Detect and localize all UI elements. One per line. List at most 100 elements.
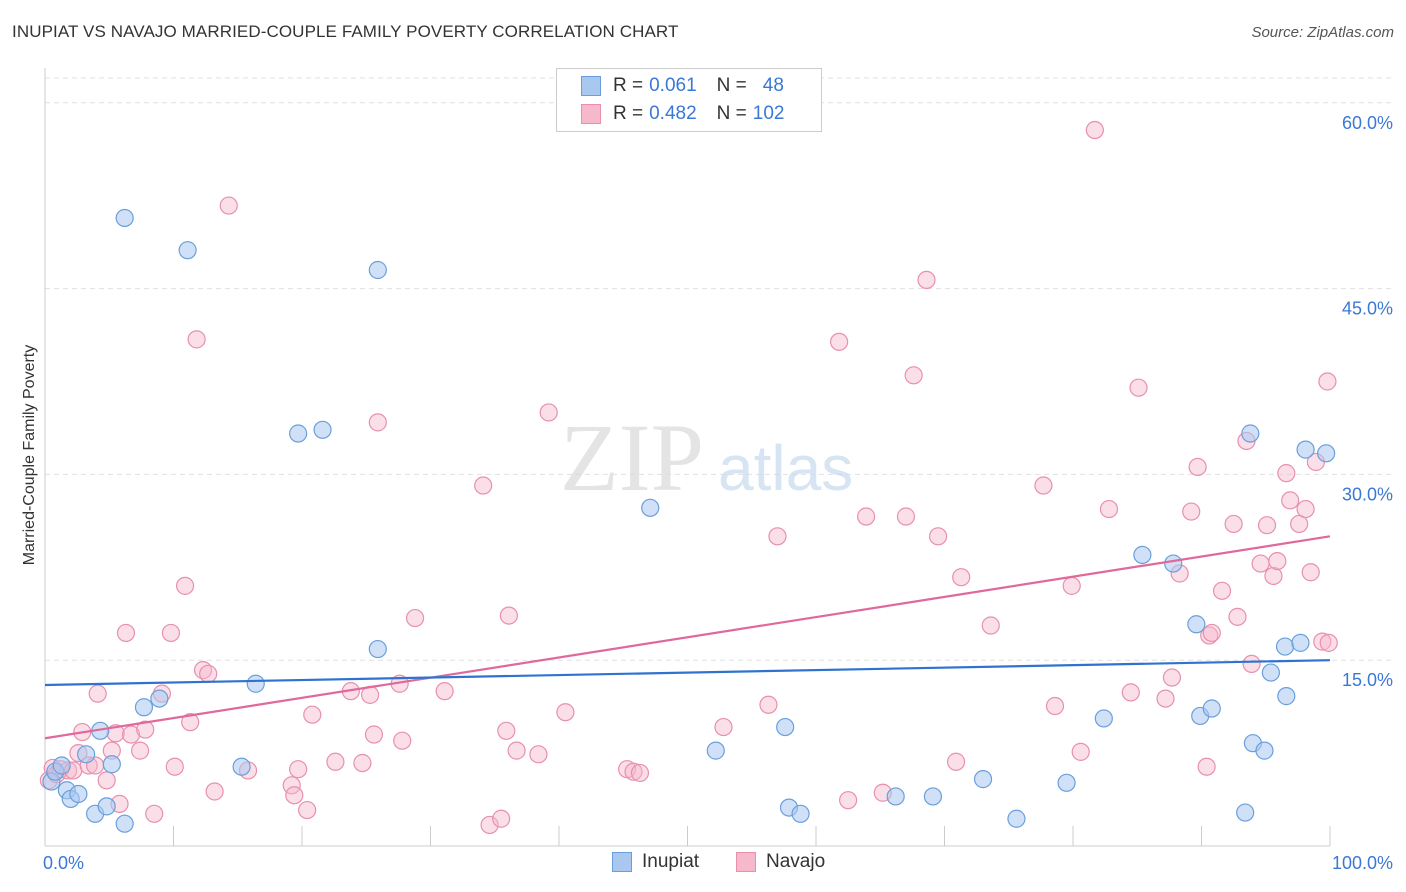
navajo-point — [759, 695, 778, 714]
navajo-point — [1129, 378, 1148, 397]
watermark: ZIP atlas — [560, 404, 853, 511]
navajo-point — [187, 330, 206, 349]
navajo-point — [136, 720, 155, 739]
navajo-point — [368, 413, 387, 432]
navajo-point — [1121, 683, 1140, 702]
navajo-point — [1085, 120, 1104, 140]
navajo-point — [165, 757, 184, 776]
inupiat-point — [115, 208, 134, 228]
navajo-point — [1212, 581, 1232, 600]
inupiat-point — [1296, 440, 1315, 459]
inupiat-point — [1202, 699, 1221, 718]
trend-lines — [44, 535, 1331, 740]
navajo-point — [353, 753, 372, 773]
inupiat-point — [102, 755, 121, 774]
navajo-point — [1264, 566, 1283, 586]
y-tick-label: 15.0% — [1342, 670, 1393, 690]
inupiat-point — [641, 498, 660, 517]
navajo-point — [1296, 499, 1315, 519]
y-tick-label: 30.0% — [1342, 484, 1393, 504]
navajo-point — [1200, 626, 1219, 645]
inupiat-point — [791, 804, 810, 823]
inupiat-point — [1255, 741, 1274, 760]
navajo-point — [435, 682, 454, 701]
legend-row-inupiat: R = 0.061 N = 48 — [581, 74, 784, 98]
navajo-point — [904, 366, 923, 385]
gridlines — [45, 77, 1392, 661]
legend-item-navajo[interactable]: Navajo — [736, 851, 825, 873]
legend-n-value: 102 — [752, 103, 785, 124]
navajo-point — [285, 786, 304, 805]
inupiat-point — [886, 787, 905, 806]
navajo-trend-line — [44, 535, 1331, 740]
x-tick-label: 0.0% — [43, 853, 84, 873]
navajo-point — [1062, 576, 1081, 595]
navajo-point — [88, 684, 107, 703]
inupiat-point — [97, 797, 116, 816]
navajo-point — [130, 741, 150, 760]
navajo-point — [1162, 668, 1182, 687]
navajo-point — [161, 623, 181, 643]
tick-labels: 15.0% 30.0% 45.0% 60.0% 0.0% 100.0% — [43, 113, 1393, 873]
inupiat-point — [1187, 615, 1206, 634]
legend-row-navajo: R = 0.482 N = 102 — [581, 102, 784, 126]
navajo-point — [624, 762, 643, 781]
inupiat-point — [973, 770, 993, 789]
navajo-point — [97, 771, 116, 790]
navajo-point — [1197, 757, 1216, 776]
inupiat-point — [368, 639, 387, 659]
inupiat-point — [1164, 554, 1183, 573]
navajo-point — [326, 752, 345, 771]
navajo-point — [1281, 491, 1300, 510]
inupiat-point — [178, 241, 197, 260]
inupiat-point — [232, 757, 251, 776]
inupiat-point — [77, 745, 96, 764]
navajo-point — [507, 741, 526, 760]
navajo-point — [199, 664, 218, 683]
legend-label-inupiat: Inupiat — [642, 851, 700, 872]
navajo-point — [205, 782, 224, 801]
navajo-point — [714, 717, 733, 737]
inupiat-point — [368, 260, 387, 280]
x-tick-label: 100.0% — [1332, 853, 1393, 873]
inupiat-trend-line — [44, 659, 1331, 687]
inupiat-point — [1133, 545, 1152, 565]
legend-swatch-inupiat — [612, 852, 632, 872]
watermark-zip: ZIP — [560, 404, 704, 511]
navajo-point — [145, 804, 164, 823]
navajo-point — [917, 270, 936, 290]
navajo-point — [181, 713, 200, 732]
legend-n-label: N = — [716, 75, 747, 96]
legend-r-label: R = — [613, 103, 644, 124]
navajo-point — [499, 606, 518, 625]
chart-title: INUPIAT VS NAVAJO MARRIED-COUPLE FAMILY … — [12, 22, 679, 41]
inupiat-point — [246, 674, 265, 693]
inupiat-point — [1241, 424, 1260, 443]
navajo-point — [405, 608, 425, 628]
navajo-point — [175, 576, 195, 595]
series-legend: Inupiat Navajo — [0, 851, 1406, 877]
navajo-point — [1313, 632, 1332, 651]
legend-item-inupiat[interactable]: Inupiat — [612, 851, 699, 873]
navajo-point — [981, 616, 1000, 635]
legend-r-value: 0.061 — [649, 75, 697, 96]
navajo-point — [768, 527, 787, 546]
navajo-point — [1301, 563, 1320, 582]
navajo-point — [1277, 464, 1296, 483]
navajo-point — [896, 507, 916, 526]
navajo-point — [928, 527, 948, 546]
navajo-point — [480, 815, 499, 835]
navajo-point — [1251, 554, 1270, 573]
y-tick-label: 60.0% — [1342, 113, 1393, 133]
axes — [44, 68, 1331, 847]
legend-r-label: R = — [613, 75, 644, 96]
inupiat-point — [923, 787, 943, 806]
navajo-point — [1045, 696, 1065, 716]
navajo-point — [393, 731, 412, 750]
inupiat-point — [776, 717, 795, 737]
navajo-point — [1188, 457, 1207, 477]
navajo-point — [952, 568, 971, 587]
navajo-point — [492, 809, 511, 828]
navajo-point — [121, 725, 141, 744]
inupiat-point — [1261, 663, 1280, 682]
